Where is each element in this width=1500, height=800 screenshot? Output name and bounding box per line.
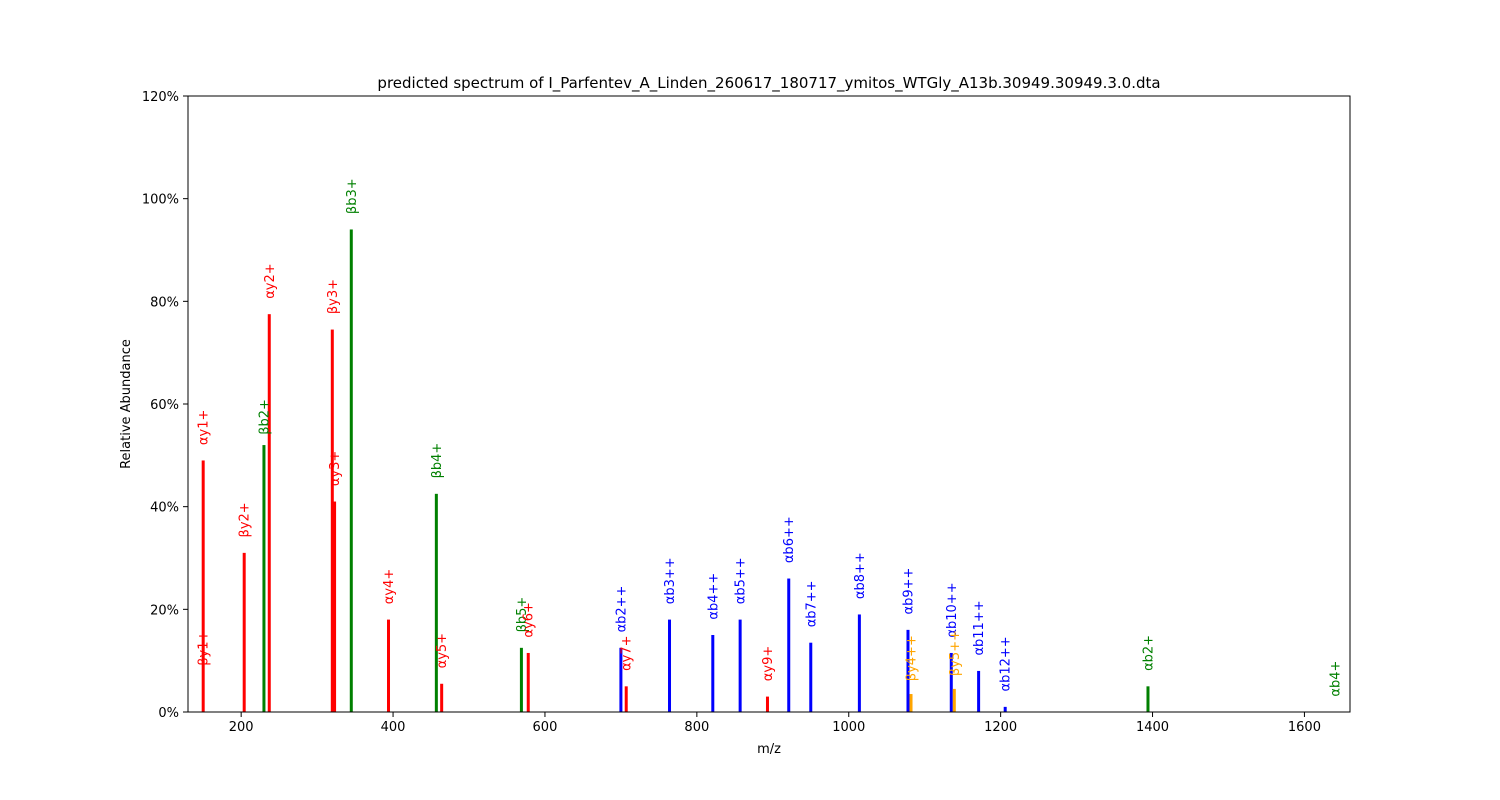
y-tick-label: 120% xyxy=(142,90,179,105)
x-tick-label: 1600 xyxy=(1288,720,1321,735)
x-tick-label: 400 xyxy=(381,720,406,735)
peak-label: αy9+ xyxy=(761,646,776,681)
peak-label: αy5+ xyxy=(435,633,450,668)
peak-label: αb10++ xyxy=(945,582,960,637)
plot-frame xyxy=(187,95,1351,713)
peak-bar xyxy=(387,619,391,712)
peak-label: βb4+ xyxy=(430,443,445,479)
x-tick-label: 600 xyxy=(533,720,558,735)
peak-label: αb2++ xyxy=(614,586,629,633)
peak-label: αy3+ xyxy=(328,451,343,486)
peak-label: βb5+ xyxy=(515,597,530,633)
peak-bar xyxy=(349,229,353,712)
x-tick-label: 1200 xyxy=(984,720,1017,735)
chart-title: predicted spectrum of I_Parfentev_A_Lind… xyxy=(377,74,1160,93)
y-tick-label: 20% xyxy=(150,603,179,618)
x-tick-label: 200 xyxy=(229,720,254,735)
peak-label: αb12++ xyxy=(999,636,1014,691)
peak-label: αb8++ xyxy=(853,552,868,599)
peak-bar xyxy=(787,578,791,712)
peak-bar xyxy=(1003,706,1007,712)
peak-bar xyxy=(526,652,530,712)
peak-bar xyxy=(262,445,266,712)
y-axis-label: Relative Abundance xyxy=(119,339,134,469)
peak-label: βy3+ xyxy=(326,279,341,314)
peak-label: αy7+ xyxy=(620,635,635,670)
peak-label: βy2+ xyxy=(238,502,253,537)
peaks-layer xyxy=(201,229,1150,712)
peak-bar xyxy=(434,493,438,712)
peak-label: βy1+ xyxy=(197,631,212,666)
peak-label: αb3++ xyxy=(663,557,678,604)
peak-bar xyxy=(267,314,271,712)
peak-bar xyxy=(440,683,444,712)
peak-label: αy2+ xyxy=(263,263,278,298)
peak-bar xyxy=(619,647,623,712)
peak-bar xyxy=(809,642,813,712)
y-tick-label: 80% xyxy=(150,295,179,310)
peak-bar xyxy=(909,694,913,712)
peak-bar xyxy=(624,686,628,712)
peak-label: αb6++ xyxy=(782,516,797,563)
peak-bar xyxy=(857,614,861,712)
peak-label: αb2+ xyxy=(1141,635,1156,671)
peak-label: αy6+ xyxy=(522,602,537,637)
y-tick-label: 40% xyxy=(150,501,179,516)
x-axis-label: m/z xyxy=(757,742,781,757)
x-tick-label: 800 xyxy=(684,720,709,735)
peak-label: αy1+ xyxy=(197,410,212,445)
peak-label: αb5++ xyxy=(734,557,749,604)
peak-label: αb11++ xyxy=(972,600,987,655)
peak-label: αb4+ xyxy=(1328,661,1343,697)
peak-label: βb2+ xyxy=(257,399,272,435)
peak-bar xyxy=(949,652,953,712)
peak-label: βy4++ xyxy=(905,635,920,681)
peak-label: βb3+ xyxy=(345,178,360,214)
y-tick-label: 60% xyxy=(150,398,179,413)
peak-label: αb9++ xyxy=(901,568,916,615)
peak-labels-layer: αy1+ βy1+ βy2+ βb2+ αy2+ βy3+ αy3+ βb3+ αy4+ βb4+… xyxy=(197,178,1344,696)
peak-bar xyxy=(765,696,769,712)
peak-label: βy5++ xyxy=(948,630,963,676)
peak-label: αb7++ xyxy=(804,580,819,627)
peak-bar xyxy=(738,619,742,712)
x-tick-label: 1000 xyxy=(832,720,865,735)
peak-bar xyxy=(668,619,672,712)
peak-bar xyxy=(519,647,523,712)
peak-bar xyxy=(1146,686,1150,712)
peak-label: αy4+ xyxy=(382,569,397,604)
peak-bar xyxy=(201,460,205,712)
peak-bar xyxy=(906,629,910,712)
peak-bar xyxy=(711,635,715,712)
y-tick-label: 0% xyxy=(158,706,179,721)
x-tick-label: 1400 xyxy=(1136,720,1169,735)
peak-bar xyxy=(242,552,246,712)
peak-label: αb4++ xyxy=(706,573,721,620)
ticks-layer: 200 400 600 800 1000 1200 1400 1600 0% 20% 40% 60% 8… xyxy=(142,90,1321,735)
peak-bar xyxy=(952,688,956,712)
peak-bar xyxy=(330,329,334,712)
y-tick-label: 100% xyxy=(142,193,179,208)
peak-bar xyxy=(333,501,337,712)
peak-bar xyxy=(977,670,981,712)
